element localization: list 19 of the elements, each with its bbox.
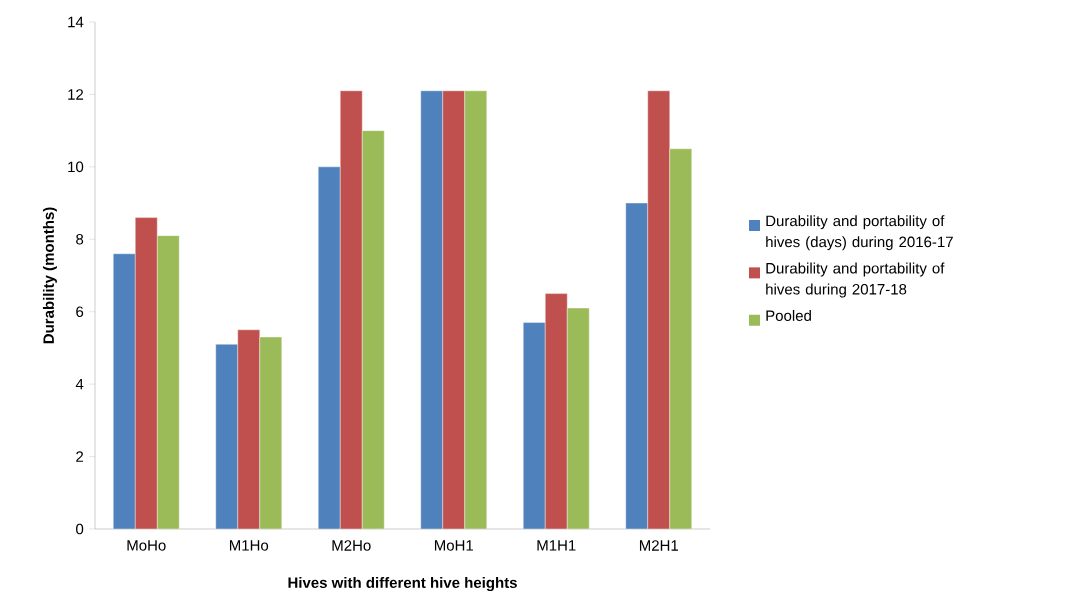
y-tick-label: 12 [68,89,84,100]
x-tick-label: M1H1 [537,540,576,551]
legend-label: Durability and portability of hives (days) during 2016-17 [766,215,953,251]
y-tick-label: 14 [68,16,84,28]
x-tick-label: MoHo [127,540,166,551]
x-tick-label: M1Ho [229,540,269,551]
x-axis-title: Hives with different hive heights [288,577,517,592]
legend-label: Pooled [766,309,811,321]
y-axis-title: Durability (months) [42,207,57,344]
x-tick-label: M2H1 [639,540,679,551]
y-tick-label: 10 [68,161,84,173]
y-tick-label: 2 [76,451,84,462]
x-tick-label: MoH1 [434,540,474,551]
y-tick-label: 4 [75,378,84,390]
y-tick-label: 0 [76,523,84,535]
x-tick-label: M2Ho [332,540,371,551]
y-tick-label: 6 [76,306,84,318]
y-tick-label: 8 [76,233,84,245]
legend-label: Durability and portability of hives during 2017-18 [766,262,945,298]
